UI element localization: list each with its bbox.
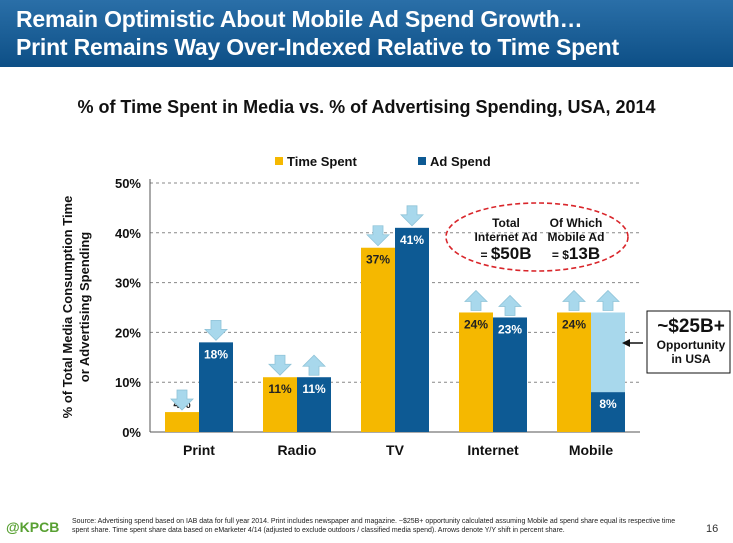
data-label-ad-spend-internet: 23%: [498, 322, 522, 336]
bar-ad-spend-tv: [395, 227, 429, 432]
y-tick-label: 0%: [122, 425, 141, 440]
data-label-time-spent-radio: 11%: [268, 382, 292, 396]
bar-ad-spend-internet: [493, 317, 527, 432]
bar-time-spent-tv: [361, 247, 395, 432]
chart-title: % of Time Spent in Media vs. % of Advert…: [77, 97, 656, 117]
y-tick-label: 50%: [115, 176, 141, 191]
header-title-line-1: Remain Optimistic About Mobile Ad Spend …: [16, 6, 583, 32]
legend-label-time-spent: Time Spent: [287, 154, 358, 169]
bar-time-spent-internet: [459, 312, 493, 432]
opportunity-bar-mobile: [591, 312, 625, 393]
left-arrow-icon: [622, 339, 630, 347]
up-arrow-icon-ad-spend-mobile: [596, 289, 620, 311]
annotation-ellipse: [445, 202, 629, 272]
data-label-ad-spend-radio: 11%: [302, 382, 326, 396]
up-arrow-icon-time-spent-mobile: [562, 289, 586, 311]
data-label-time-spent-mobile: 24%: [562, 317, 586, 331]
bar-ad-spend-mobile: [591, 392, 625, 432]
down-arrow-icon-time-spent-print: [170, 389, 194, 411]
header-title-line-2: Print Remains Way Over-Indexed Relative …: [16, 34, 619, 60]
data-label-time-spent-internet: 24%: [464, 317, 488, 331]
ellipse-right-amount: 13B: [569, 244, 600, 263]
data-label-ad-spend-print: 18%: [204, 347, 228, 361]
bar-ad-spend-print: [199, 342, 233, 432]
ellipse-left-prefix: =: [481, 248, 491, 262]
ellipse-left-value: = $50B: [481, 244, 532, 263]
bar-time-spent-print: [165, 412, 199, 432]
y-tick-label: 40%: [115, 226, 141, 241]
source-note: Source: Advertising spend based on IAB d…: [72, 518, 676, 534]
y-axis-label-line-2: or Advertising Spending: [77, 232, 92, 383]
ellipse-right-value: = $13B: [552, 244, 600, 263]
up-arrow-icon-time-spent-internet: [464, 289, 488, 311]
opportunity-caption-line-2: in USA: [671, 352, 711, 366]
opportunity-value: ~$25B+: [657, 316, 725, 337]
x-tick-label-tv: TV: [386, 442, 405, 458]
bar-ad-spend-radio: [297, 377, 331, 432]
down-arrow-icon-ad-spend-tv: [400, 205, 424, 227]
opportunity-caption-line-1: Opportunity: [656, 338, 726, 352]
x-tick-label-print: Print: [183, 442, 215, 458]
up-arrow-icon-ad-spend-radio: [302, 354, 326, 376]
x-tick-label-mobile: Mobile: [569, 442, 614, 458]
y-tick-label: 20%: [115, 325, 141, 340]
kpcb-logo: @KPCB: [6, 519, 60, 535]
data-label-ad-spend-mobile: 8%: [599, 397, 617, 411]
ellipse-left-amount: $50B: [491, 244, 532, 263]
opportunity-caption: Opportunity in USA: [650, 338, 732, 366]
legend-swatch-ad-spend: [418, 157, 426, 165]
legend-swatch-time-spent: [275, 157, 283, 165]
down-arrow-icon-ad-spend-print: [204, 319, 228, 341]
page-number: 16: [706, 523, 719, 535]
y-tick-label: 30%: [115, 276, 141, 291]
callout-box: [646, 310, 731, 374]
ellipse-left-line-2: Internet Ad: [475, 230, 538, 244]
up-arrow-icon-ad-spend-internet: [498, 294, 522, 316]
ellipse-right-line-2: Mobile Ad: [548, 230, 605, 244]
down-arrow-icon-time-spent-radio: [268, 354, 292, 376]
header-banner: Remain Optimistic About Mobile Ad Spend …: [0, 0, 733, 67]
bar-time-spent-radio: [263, 377, 297, 432]
y-tick-label: 10%: [115, 375, 141, 390]
bar-time-spent-mobile: [557, 312, 591, 432]
ellipse-right-line-1: Of Which: [550, 216, 603, 230]
down-arrow-icon-time-spent-tv: [366, 225, 390, 247]
data-label-ad-spend-tv: 41%: [400, 233, 424, 247]
ellipse-left-line-1: Total: [492, 216, 520, 230]
bar-chart: 0% 10% 20% 30% 40% 50% % of Total Media Consum…: [60, 154, 731, 458]
y-axis-label-line-1: % of Total Media Consumption Time: [60, 196, 75, 419]
x-tick-label-internet: Internet: [467, 442, 519, 458]
legend-label-ad-spend: Ad Spend: [430, 154, 491, 169]
ellipse-right-prefix: = $: [552, 248, 569, 262]
data-label-time-spent-tv: 37%: [366, 253, 390, 267]
x-tick-label-radio: Radio: [278, 442, 317, 458]
